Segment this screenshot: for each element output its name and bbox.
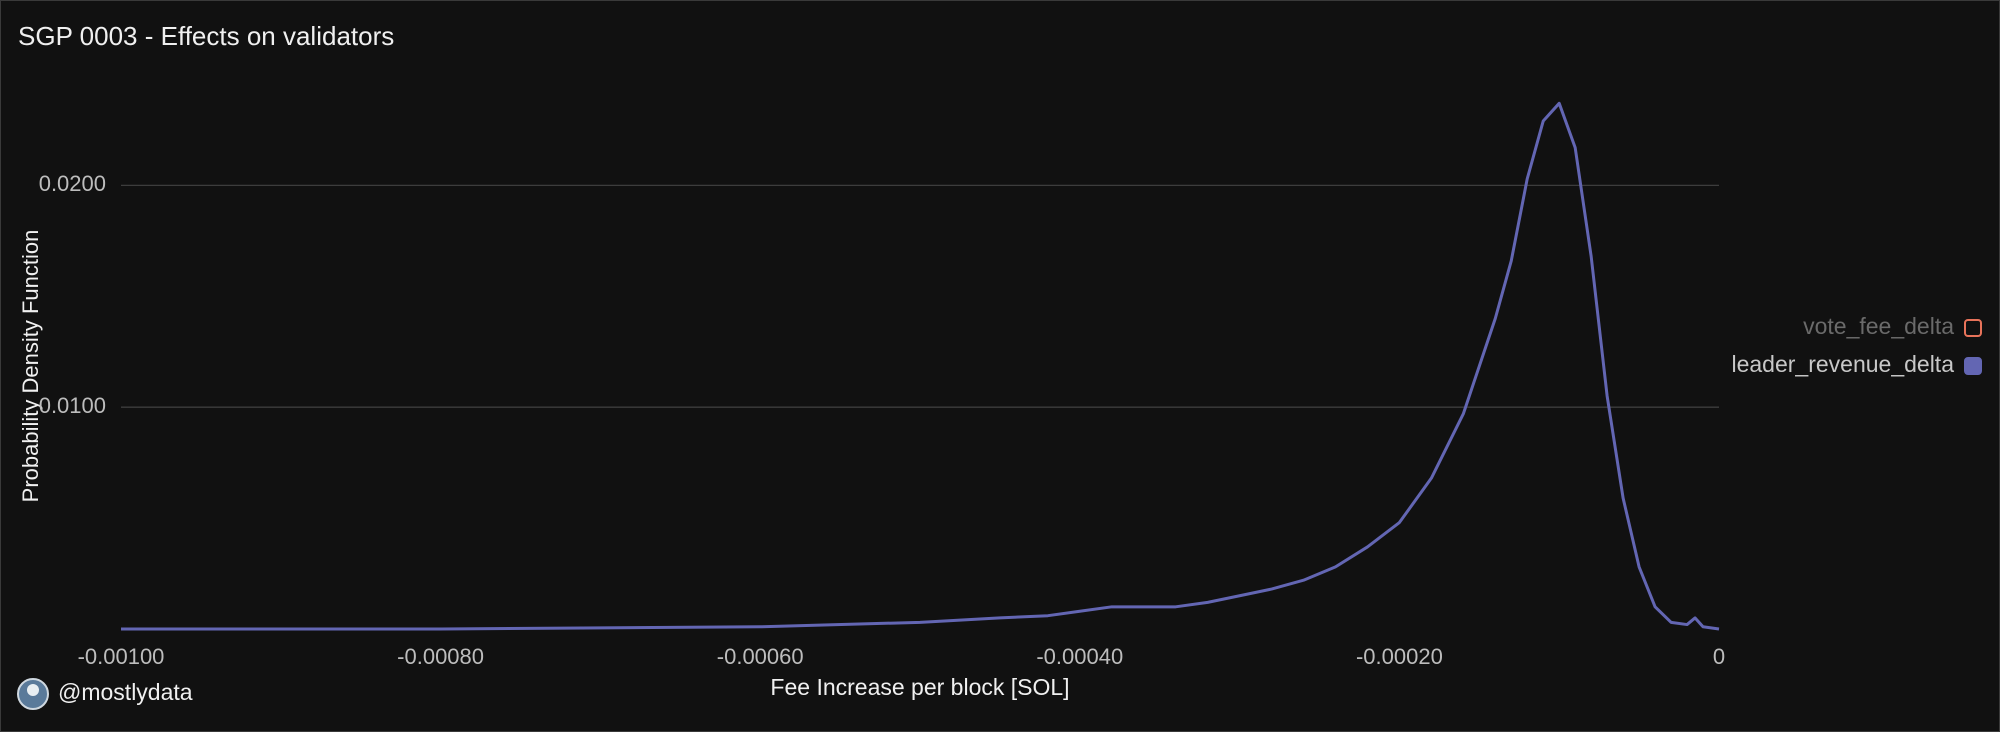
watermark-text: @mostlydata [58, 679, 193, 705]
legend-swatch [1964, 357, 1982, 375]
watermark: @mostlydata [17, 678, 193, 710]
x-axis-title: Fee Increase per block [SOL] [770, 674, 1069, 700]
x-tick-label: 0 [1713, 644, 1725, 669]
x-tick-label: -0.00080 [397, 644, 484, 669]
legend-swatch [1964, 319, 1982, 337]
x-tick-label: -0.00100 [78, 644, 165, 669]
legend-label: leader_revenue_delta [1731, 351, 1954, 377]
y-axis-title: Probability Density Function [18, 230, 43, 503]
data-line [121, 101, 1720, 631]
y-tick-label: 0.0200 [39, 171, 106, 196]
legend-label: vote_fee_delta [1803, 313, 1954, 339]
x-tick-label: -0.00060 [717, 644, 804, 669]
avatar-face [27, 684, 39, 696]
y-tick-label: 0.0100 [39, 393, 106, 418]
chart-title: SGP 0003 - Effects on validators [18, 21, 394, 51]
legend: vote_fee_delta leader_revenue_delta [1731, 313, 1954, 377]
x-tick-label: -0.00040 [1036, 644, 1123, 669]
x-tick-label: -0.00020 [1356, 644, 1443, 669]
